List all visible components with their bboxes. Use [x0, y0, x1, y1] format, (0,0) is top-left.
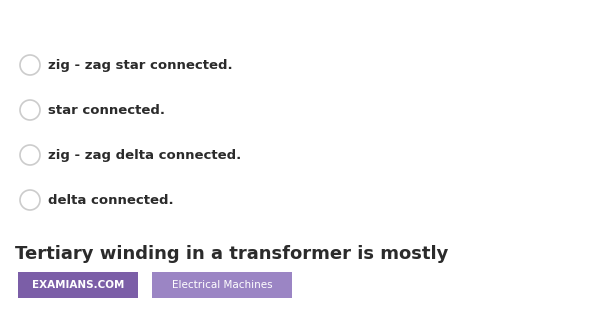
- Text: delta connected.: delta connected.: [48, 193, 173, 206]
- Text: zig - zag star connected.: zig - zag star connected.: [48, 59, 233, 72]
- Text: star connected.: star connected.: [48, 104, 165, 117]
- FancyBboxPatch shape: [18, 272, 138, 298]
- Text: zig - zag delta connected.: zig - zag delta connected.: [48, 148, 241, 162]
- Circle shape: [20, 145, 40, 165]
- Circle shape: [20, 190, 40, 210]
- Circle shape: [20, 100, 40, 120]
- Text: Tertiary winding in a transformer is mostly: Tertiary winding in a transformer is mos…: [15, 245, 448, 263]
- Text: EXAMIANS.COM: EXAMIANS.COM: [32, 280, 124, 290]
- Circle shape: [20, 55, 40, 75]
- FancyBboxPatch shape: [152, 272, 292, 298]
- Text: Electrical Machines: Electrical Machines: [172, 280, 272, 290]
